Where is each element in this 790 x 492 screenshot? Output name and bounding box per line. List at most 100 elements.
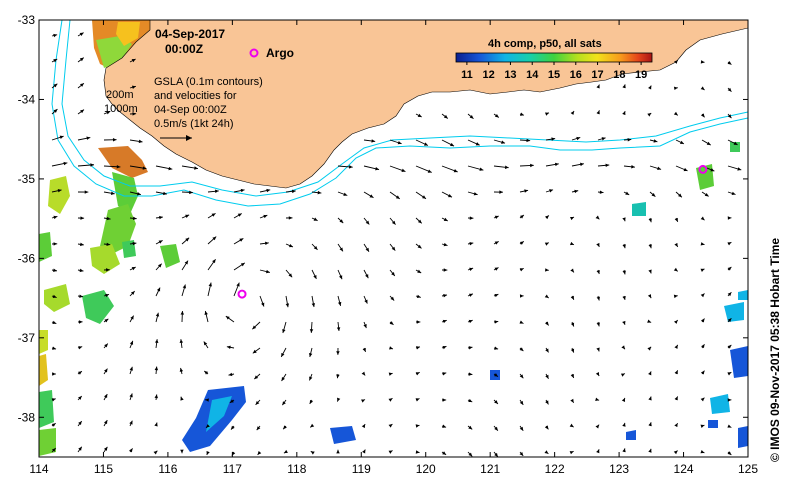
velocity-arrow — [103, 419, 108, 427]
velocity-arrow — [77, 82, 85, 89]
colorbar-tick-label: 18 — [613, 69, 625, 81]
velocity-arrow — [596, 242, 600, 248]
velocity-arrow — [51, 189, 62, 193]
velocity-arrow — [51, 161, 68, 167]
velocity-arrow — [647, 112, 652, 117]
velocity-arrow — [700, 268, 705, 272]
velocity-arrow — [181, 190, 193, 195]
velocity-arrow — [674, 370, 679, 375]
velocity-arrow — [673, 86, 678, 91]
velocity-arrow — [103, 446, 108, 453]
gsla-note-line2: and velocities for — [154, 90, 237, 102]
velocity-arrow — [311, 295, 316, 308]
velocity-arrow — [103, 110, 111, 115]
velocity-arrow — [467, 425, 473, 430]
velocity-arrow — [545, 399, 549, 405]
velocity-arrow — [337, 191, 348, 196]
gsla-note-line1: GSLA (0.1m contours) — [154, 76, 263, 88]
velocity-arrow — [336, 321, 341, 332]
velocity-arrow — [415, 450, 420, 454]
velocity-arrow — [154, 394, 158, 401]
lon-tick-label: 120 — [416, 462, 436, 476]
velocity-arrow — [389, 243, 396, 251]
velocity-arrow — [596, 110, 600, 115]
velocity-arrow — [51, 320, 57, 324]
velocity-arrow — [571, 189, 579, 194]
lon-tick-label: 116 — [158, 462, 177, 476]
velocity-arrow — [203, 341, 209, 349]
velocity-arrow — [727, 317, 732, 323]
velocity-arrow — [620, 373, 626, 377]
velocity-arrow — [285, 295, 290, 308]
velocity-arrow — [180, 310, 185, 323]
velocity-arrow — [493, 241, 499, 245]
velocity-arrow — [337, 217, 344, 224]
velocity-arrow — [207, 236, 217, 245]
velocity-arrow — [648, 217, 652, 223]
velocity-arrow — [179, 339, 184, 349]
velocity-arrow — [519, 214, 525, 219]
velocity-arrow — [544, 294, 549, 299]
velocity-arrow — [727, 139, 738, 146]
velocity-arrow — [569, 450, 574, 455]
velocity-arrow — [154, 366, 159, 375]
velocity-arrow — [77, 163, 95, 167]
velocity-arrow — [77, 346, 83, 350]
velocity-arrow — [281, 373, 287, 382]
velocity-arrow — [103, 368, 108, 375]
velocity-arrow — [570, 321, 575, 327]
velocity-arrow — [649, 139, 658, 143]
lon-tick-label: 114 — [29, 462, 48, 476]
velocity-arrow — [519, 347, 524, 352]
velocity-arrow — [253, 373, 261, 380]
velocity-arrow — [103, 293, 110, 298]
velocity-arrow — [545, 189, 554, 193]
velocity-arrow — [701, 191, 709, 197]
velocity-arrow — [51, 422, 56, 427]
velocity-arrow — [129, 165, 147, 170]
velocity-arrow — [467, 113, 474, 120]
velocity-arrow — [570, 110, 575, 115]
velocity-arrow — [700, 216, 705, 221]
velocity-arrow — [570, 216, 575, 221]
velocity-arrow — [181, 165, 199, 170]
velocity-arrow — [103, 268, 110, 272]
velocity-arrow — [623, 165, 635, 169]
velocity-arrow — [570, 373, 575, 379]
velocity-arrow — [77, 32, 84, 37]
velocity-arrow — [77, 294, 84, 298]
velocity-arrow — [544, 242, 550, 246]
velocity-arrow — [467, 346, 473, 350]
velocity-arrow — [544, 425, 549, 430]
velocity-arrow — [155, 215, 163, 220]
velocity-arrow — [595, 424, 600, 429]
gsla-note-line3: 04-Sep 00:00Z — [154, 104, 227, 116]
velocity-arrow — [700, 113, 705, 118]
plot-frame — [38, 19, 749, 458]
colorbar-ticks: 11 12 13 14 15 16 17 18 19 — [461, 62, 647, 81]
velocity-arrow — [467, 139, 480, 146]
velocity-arrow — [155, 165, 173, 171]
velocity-arrow — [309, 399, 314, 405]
velocity-arrows — [51, 32, 742, 457]
velocity-arrow — [129, 216, 137, 221]
velocity-arrow — [181, 260, 189, 271]
lon-tick-label: 119 — [352, 462, 371, 476]
velocity-arrow — [362, 449, 366, 454]
colorbar-tick-label: 15 — [548, 69, 560, 81]
velocity-arrow — [207, 213, 216, 219]
velocity-arrow — [129, 448, 133, 453]
velocity-arrow — [415, 217, 423, 224]
velocity-arrow — [361, 399, 366, 403]
velocity-arrow — [233, 238, 244, 245]
velocity-arrow — [415, 371, 420, 376]
velocity-arrow — [389, 139, 402, 145]
velocity-arrow — [647, 346, 652, 351]
velocity-arrow — [181, 284, 187, 297]
velocity-arrow — [674, 242, 679, 248]
velocity-arrow — [622, 110, 626, 116]
velocity-arrow — [727, 113, 732, 119]
velocity-arrow — [311, 217, 318, 222]
velocity-arrow — [129, 266, 136, 271]
velocity-arrow — [154, 339, 159, 349]
